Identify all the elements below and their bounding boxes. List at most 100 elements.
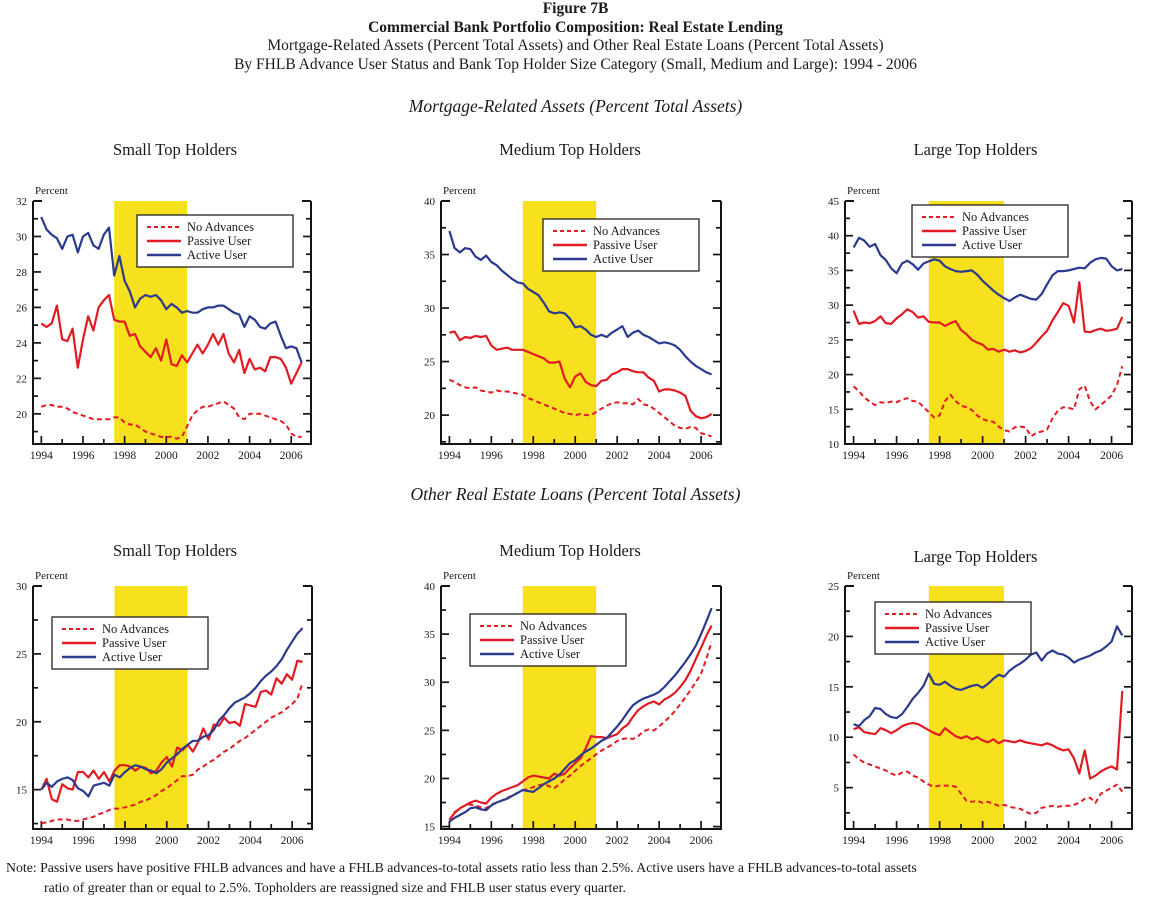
svg-text:2004: 2004 [648,835,671,847]
svg-text:1996: 1996 [71,450,94,462]
svg-text:2006: 2006 [690,450,713,462]
svg-text:10: 10 [828,732,840,744]
svg-text:1994: 1994 [842,450,865,462]
svg-text:1996: 1996 [72,835,95,847]
svg-text:22: 22 [16,373,27,385]
svg-text:2006: 2006 [1100,450,1123,462]
svg-text:1998: 1998 [928,450,951,462]
svg-text:Active User: Active User [962,238,1023,252]
figure-title: Commercial Bank Portfolio Composition: R… [368,18,783,36]
svg-text:40: 40 [828,231,840,243]
svg-text:Percent: Percent [443,570,476,582]
svg-text:30: 30 [16,581,28,593]
svg-text:2006: 2006 [281,835,304,847]
svg-text:1994: 1994 [438,835,461,847]
svg-text:Active User: Active User [593,252,654,266]
svg-text:25: 25 [828,581,840,593]
svg-text:45: 45 [828,196,840,208]
chart-otherre-small: 15 20 25 30 1994 1996 1998 2000 2002 2004 2006 Perc… [16,570,313,847]
svg-text:30: 30 [16,231,28,243]
svg-text:1996: 1996 [885,450,908,462]
svg-text:1998: 1998 [522,450,545,462]
svg-text:15: 15 [828,404,840,416]
svg-text:Percent: Percent [847,570,880,582]
svg-text:Percent: Percent [35,570,68,582]
figure-number: Figure 7B [542,0,609,17]
svg-text:2004: 2004 [238,450,261,462]
chart-otherre-medium: 15 20 25 30 35 40 1994 1996 1998 2000 2002 2004 2006… [424,570,722,847]
chart-title-mortgage-medium: Medium Top Holders [499,140,641,159]
svg-text:1994: 1994 [438,450,461,462]
svg-text:2002: 2002 [606,835,629,847]
svg-text:35: 35 [424,250,436,262]
svg-text:2004: 2004 [239,835,262,847]
svg-text:2004: 2004 [1057,450,1080,462]
svg-text:30: 30 [424,677,436,689]
svg-text:25: 25 [424,357,436,369]
svg-text:35: 35 [424,629,436,641]
svg-text:20: 20 [16,409,28,421]
svg-text:1994: 1994 [842,835,865,847]
svg-text:5: 5 [834,783,840,795]
svg-text:No Advances: No Advances [593,224,660,238]
svg-text:Percent: Percent [443,185,476,197]
svg-text:Passive User: Passive User [187,234,252,248]
svg-text:2000: 2000 [155,450,178,462]
section-heading-other-re: Other Real Estate Loans (Percent Total A… [410,484,741,504]
chart-otherre-large: 5 10 15 20 25 1994 1996 1998 2000 2002 2004 2006 Per… [828,570,1133,847]
svg-text:1996: 1996 [480,835,503,847]
svg-text:2002: 2002 [1014,835,1037,847]
svg-text:20: 20 [424,410,436,422]
figure-note: Note: Passive users have positive FHLB a… [6,858,1146,898]
svg-text:1998: 1998 [113,450,136,462]
svg-text:32: 32 [16,196,27,208]
svg-text:2006: 2006 [280,450,303,462]
svg-text:2000: 2000 [971,835,994,847]
svg-text:2002: 2002 [606,450,629,462]
chart-title-mortgage-small: Small Top Holders [112,140,238,159]
svg-text:1994: 1994 [30,835,53,847]
svg-text:Passive User: Passive User [102,636,167,650]
svg-text:1998: 1998 [113,835,136,847]
svg-text:Active User: Active User [187,248,248,262]
svg-text:1998: 1998 [522,835,545,847]
svg-text:25: 25 [828,335,840,347]
svg-text:No Advances: No Advances [925,607,992,621]
svg-text:15: 15 [16,785,28,797]
svg-text:2006: 2006 [690,835,713,847]
svg-text:15: 15 [828,682,840,694]
figure-header: Figure 7B Commercial Bank Portfolio Comp… [0,0,1151,74]
chart-title-otherre-small: Small Top Holders [112,541,238,560]
svg-text:Percent: Percent [847,185,880,197]
note-line-1: Note: Passive users have positive FHLB a… [6,860,917,875]
svg-text:25: 25 [424,725,436,737]
chart-mortgage-small: 20 22 24 26 28 30 32 1994 1996 1998 2000 2002 2004 20… [16,185,312,462]
svg-text:20: 20 [828,370,840,382]
svg-text:40: 40 [424,196,436,208]
svg-text:2000: 2000 [155,835,178,847]
svg-text:2002: 2002 [1014,450,1037,462]
svg-text:10: 10 [828,439,840,451]
svg-text:2004: 2004 [1057,835,1080,847]
svg-text:2000: 2000 [564,450,587,462]
svg-text:2000: 2000 [971,450,994,462]
section-heading-mortgage: Mortgage-Related Assets (Percent Total A… [408,96,743,116]
svg-text:40: 40 [424,581,436,593]
svg-text:25: 25 [16,649,28,661]
svg-text:1996: 1996 [480,450,503,462]
svg-text:No Advances: No Advances [520,619,587,633]
svg-text:Percent: Percent [35,185,68,197]
chart-mortgage-large: 10 15 20 25 30 35 40 45 1994 1996 1998 2000 2002 2004… [828,185,1133,462]
svg-text:No Advances: No Advances [102,622,169,636]
svg-text:2002: 2002 [197,835,220,847]
svg-text:Active User: Active User [925,635,986,649]
note-line-2: ratio of greater than or equal to 2.5%. … [44,880,626,895]
chart-title-otherre-large: Large Top Holders [913,547,1038,566]
svg-text:2002: 2002 [196,450,219,462]
svg-text:30: 30 [424,303,436,315]
chart-title-mortgage-large: Large Top Holders [913,140,1038,159]
svg-text:Active User: Active User [102,650,163,664]
svg-text:1998: 1998 [928,835,951,847]
svg-text:2006: 2006 [1100,835,1123,847]
